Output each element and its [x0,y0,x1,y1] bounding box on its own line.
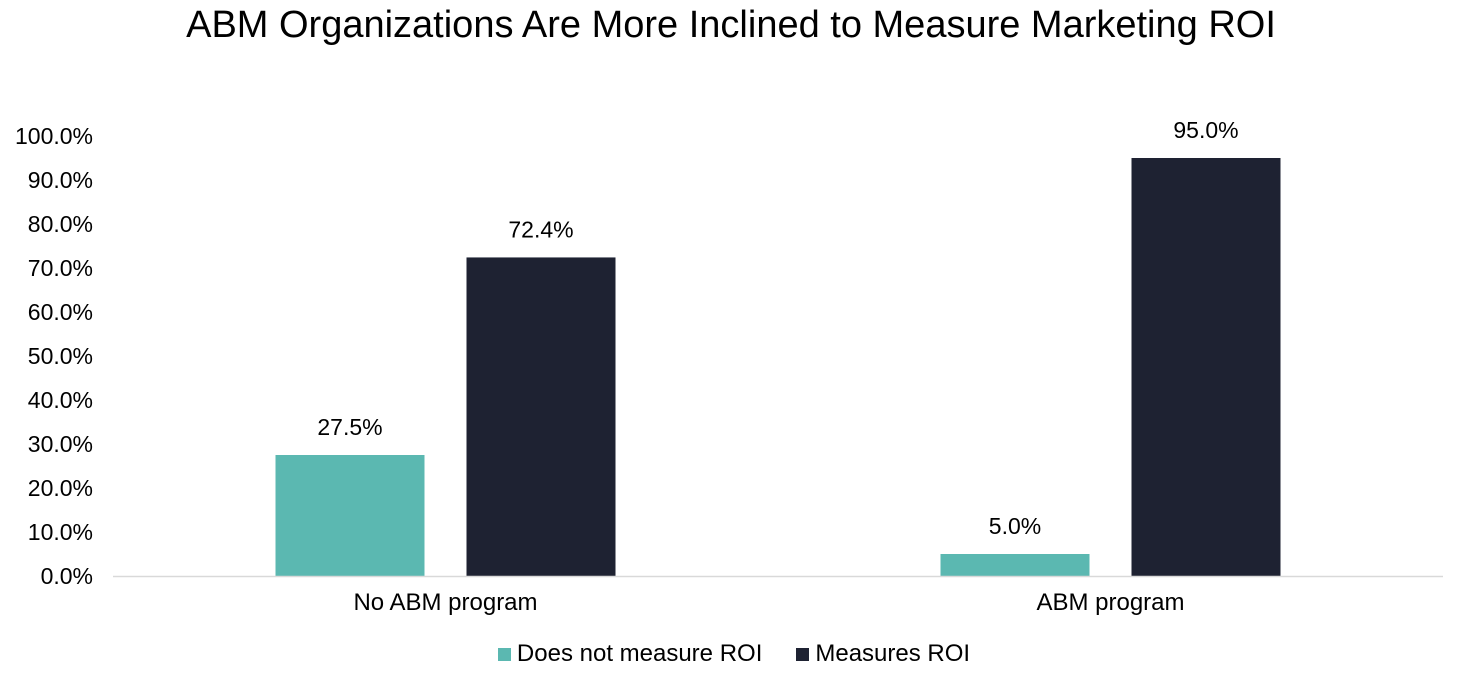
legend-swatch [796,647,810,661]
x-category-label: No ABM program [353,589,537,616]
y-tick-label: 100.0% [15,123,93,149]
bars [275,158,1281,576]
y-tick-label: 60.0% [28,299,93,325]
bar[interactable] [940,554,1090,576]
chart-title: ABM Organizations Are More Inclined to M… [186,4,1276,46]
y-tick-label: 30.0% [28,431,93,457]
legend: Does not measure ROI Measures ROI [0,640,1468,668]
y-tick-label: 0.0% [41,563,93,589]
data-labels: 27.5% 72.4% 5.0% 95.0% [317,117,1238,539]
data-label: 72.4% [508,216,573,242]
data-label: 27.5% [317,414,382,440]
y-tick-label: 40.0% [28,387,93,413]
data-label: 95.0% [1173,117,1238,143]
data-label: 5.0% [989,513,1041,539]
legend-label: Measures ROI [815,640,971,667]
legend-item-does-not-measure[interactable]: Does not measure ROI [497,640,763,668]
bar[interactable] [275,455,425,576]
y-tick-label: 10.0% [28,519,93,545]
y-tick-label: 20.0% [28,475,93,501]
y-tick-label: 80.0% [28,211,93,237]
y-axis: 0.0% 10.0% 20.0% 30.0% 40.0% 50.0% 60.0% 70.0% 8… [15,123,93,589]
bar[interactable] [466,257,616,576]
bar[interactable] [1131,158,1281,576]
legend-label: Does not measure ROI [516,640,763,667]
bar-chart: 0.0% 10.0% 20.0% 30.0% 40.0% 50.0% 60.0% 70.0% 8… [15,117,1443,616]
x-category-label: ABM program [1036,589,1184,616]
x-axis: No ABM program ABM program [113,575,1443,616]
y-tick-label: 70.0% [28,255,93,281]
y-tick-label: 50.0% [28,343,93,369]
y-tick-label: 90.0% [28,167,93,193]
legend-item-measures[interactable]: Measures ROI [796,640,970,668]
legend-swatch [497,647,511,661]
